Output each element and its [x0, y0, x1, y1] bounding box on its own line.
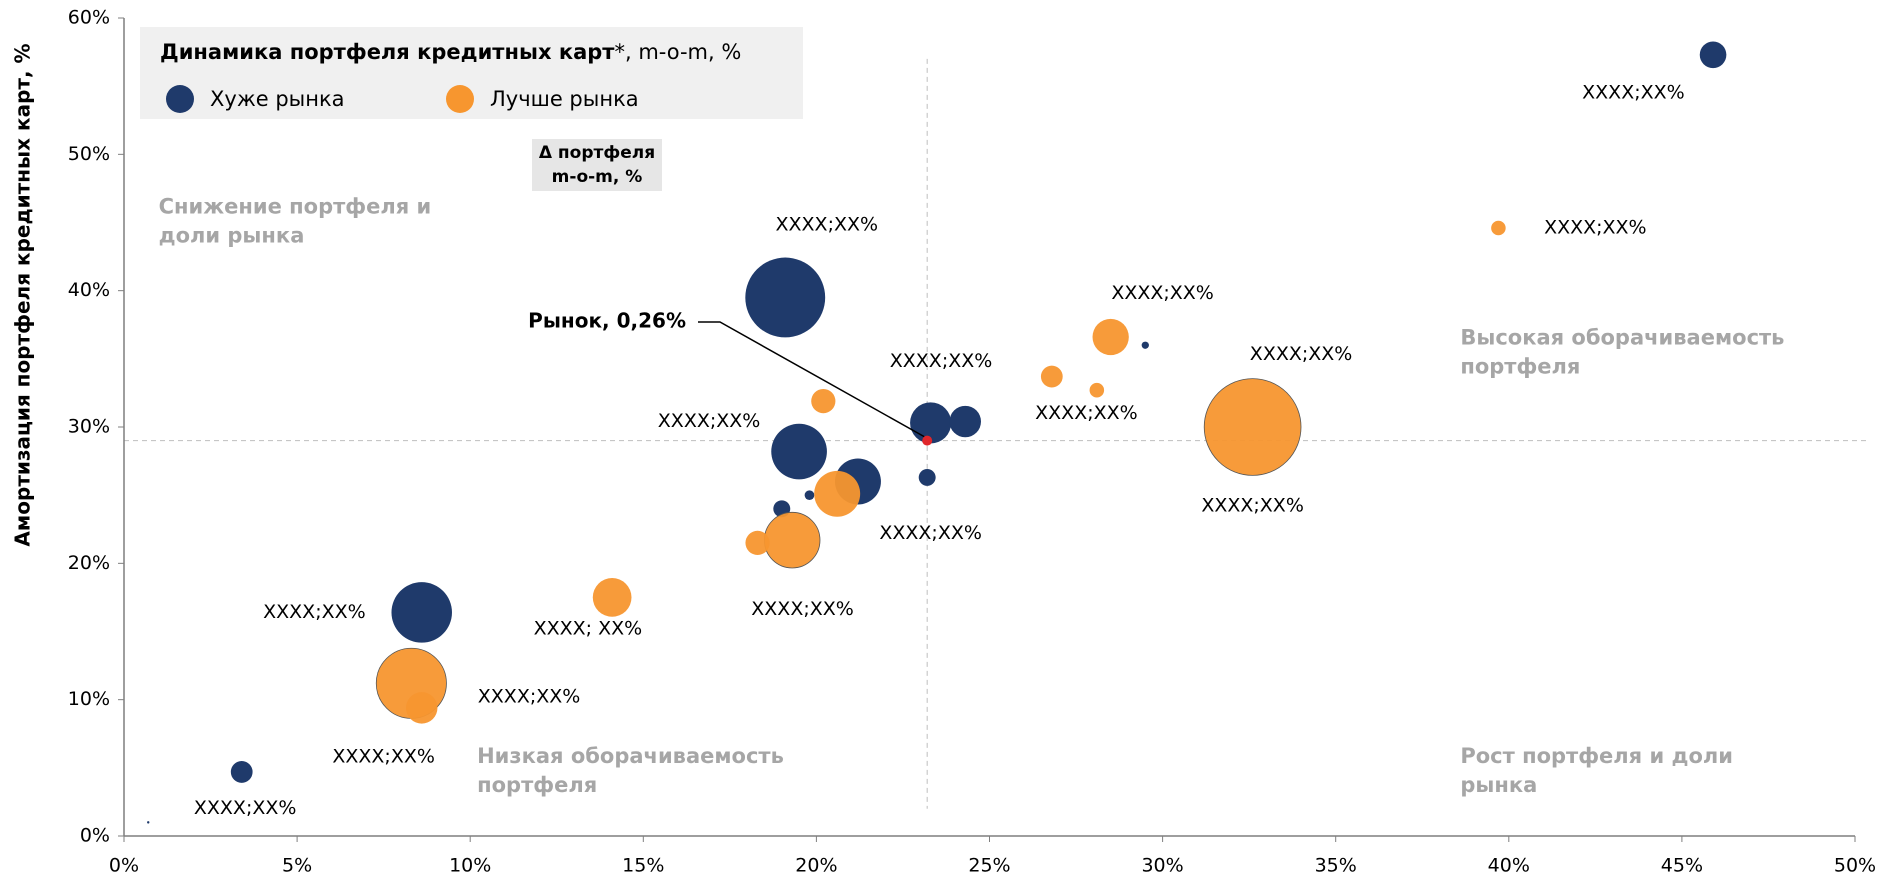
data-label: XXXX;XX%: [658, 410, 761, 432]
bubble: [745, 530, 770, 555]
data-label: XXXX;XX%: [478, 685, 581, 707]
bubble: [918, 468, 936, 486]
x-tick-label: 45%: [1661, 855, 1703, 875]
x-tick-label: 5%: [282, 855, 312, 875]
x-tick-label: 10%: [449, 855, 491, 875]
size-legend-box: [532, 139, 662, 191]
bubble: [814, 470, 861, 517]
y-tick-label: 10%: [68, 688, 110, 710]
bubble: [592, 578, 632, 617]
quadrant-label: доли рынка: [159, 224, 305, 248]
bubble: [1203, 378, 1302, 476]
market-point: [922, 435, 933, 446]
y-tick-label: 30%: [68, 416, 110, 438]
legend-marker: [446, 85, 474, 113]
bubble: [1089, 382, 1105, 398]
quadrant-label: портфеля: [1460, 354, 1580, 378]
bubble: [1092, 318, 1129, 356]
data-label: XXXX;XX%: [1250, 343, 1353, 365]
y-axis-title: Амортизация портфеля кредитных карт, %: [11, 43, 35, 546]
quadrant-label: Высокая оборачиваемость: [1460, 325, 1784, 349]
y-tick-label: 0%: [80, 825, 110, 847]
data-label: XXXX;XX%: [1111, 282, 1214, 304]
market-label: Рынок, 0,26%: [528, 309, 686, 333]
legend-title: Динамика портфеля кредитных карт*, m-o-m…: [160, 40, 741, 64]
bubble: [1141, 341, 1149, 349]
data-label: XXXX;XX%: [776, 214, 879, 236]
quadrant-label: рынка: [1460, 773, 1537, 797]
x-tick-label: 20%: [795, 855, 837, 875]
bubble: [745, 257, 826, 338]
data-label: XXXX;XX%: [879, 522, 982, 544]
x-tick-label: 0%: [109, 855, 139, 875]
legend-label: Хуже рынка: [210, 87, 345, 111]
quadrant-label: Снижение портфеля и: [159, 195, 432, 219]
x-tick-label: 35%: [1315, 855, 1357, 875]
data-label: XXXX;XX%: [751, 598, 854, 620]
legend-title-suffix: *, m-o-m, %: [614, 40, 741, 64]
y-tick-label: 40%: [68, 279, 110, 301]
data-label: XXXX;XX%: [263, 601, 366, 623]
bubble: [391, 582, 452, 643]
bubble: [1040, 365, 1063, 388]
bubble: [771, 423, 827, 480]
bubble: [763, 511, 821, 569]
data-label: XXXX;XX%: [1201, 495, 1304, 517]
quadrant-label: портфеля: [477, 773, 597, 797]
quadrant-label: Рост портфеля и доли: [1460, 744, 1733, 768]
bubble: [804, 490, 815, 501]
bubble: [230, 761, 253, 783]
data-label: XXXX;XX%: [332, 745, 435, 767]
bubble: [811, 388, 836, 414]
bubble: [1491, 220, 1506, 236]
size-legend-line: m-o-m, %: [552, 167, 643, 187]
bubble: [1699, 41, 1727, 69]
data-label: XXXX;XX%: [1582, 81, 1685, 103]
x-tick-label: 25%: [968, 855, 1010, 875]
bubble: [147, 821, 150, 824]
data-label: XXXX;XX%: [1544, 216, 1647, 238]
y-tick-label: 20%: [68, 552, 110, 574]
x-tick-label: 15%: [622, 855, 664, 875]
x-tick-label: 40%: [1488, 855, 1530, 875]
data-label: XXXX; XX%: [534, 617, 643, 639]
y-tick-label: 60%: [68, 7, 110, 29]
y-tick-label: 50%: [68, 143, 110, 165]
bubble: [910, 402, 952, 444]
data-label: XXXX;XX%: [1035, 402, 1138, 424]
data-label: XXXX;XX%: [194, 797, 297, 819]
leader-line: [698, 321, 925, 438]
bubble: [406, 692, 438, 724]
legend-title-main: Динамика портфеля кредитных карт: [160, 40, 615, 64]
data-label: XXXX;XX%: [890, 350, 993, 372]
size-legend-line: Δ портфеля: [539, 143, 655, 163]
quadrant-label: Низкая оборачиваемость: [477, 744, 784, 768]
legend-label: Лучше рынка: [490, 87, 639, 111]
x-tick-label: 50%: [1834, 855, 1876, 875]
legend-marker: [166, 85, 194, 113]
bubble: [949, 405, 981, 438]
x-tick-label: 30%: [1141, 855, 1183, 875]
